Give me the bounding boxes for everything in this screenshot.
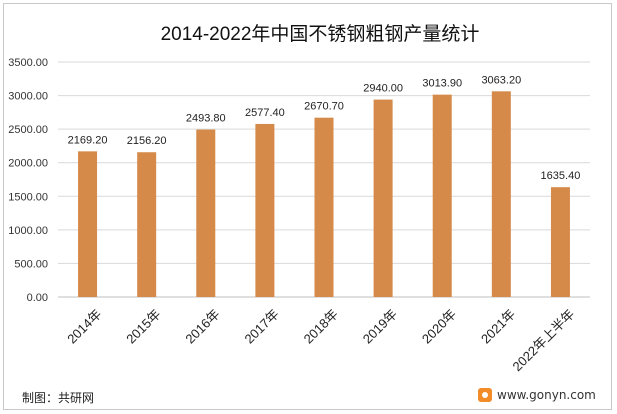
x-tick-label: 2022年上半年 [510, 306, 578, 374]
y-tick-label: 1000.00 [8, 225, 48, 237]
y-tick-label: 1500.00 [8, 191, 48, 203]
x-tick-label: 2019年 [360, 306, 400, 346]
bar [255, 123, 275, 297]
x-tick-label: 2021年 [478, 306, 518, 346]
y-tick-label: 2000.00 [8, 158, 48, 170]
bar [78, 151, 98, 297]
x-tick-label: 2020年 [419, 306, 459, 346]
chart-title: 2014-2022年中国不锈钢粗钢产量统计 [161, 23, 480, 45]
y-tick-label: 500.00 [14, 258, 48, 270]
source-credit: 制图：共研网 [22, 391, 95, 405]
data-label: 2156.20 [127, 135, 167, 147]
data-label: 2577.40 [245, 107, 285, 119]
bar [491, 91, 511, 297]
x-tick-label: 2015年 [123, 306, 163, 346]
website-text: www.gonyn.com [497, 388, 596, 402]
x-tick-label: 2016年 [182, 306, 222, 346]
x-tick-label: 2017年 [242, 306, 282, 346]
bar [196, 129, 216, 297]
bar [314, 117, 334, 297]
data-label: 3013.90 [422, 78, 462, 90]
data-label: 2940.00 [363, 83, 403, 95]
data-label: 3063.20 [481, 74, 521, 86]
x-tick-label: 2014年 [64, 306, 104, 346]
bar [373, 99, 393, 297]
y-tick-label: 3500.00 [8, 57, 48, 69]
y-tick-label: 3000.00 [8, 91, 48, 103]
data-label: 1635.40 [541, 170, 581, 182]
y-tick-label: 0.00 [27, 292, 48, 304]
data-label: 2670.70 [304, 101, 344, 113]
data-label: 2493.80 [186, 113, 226, 125]
bar [550, 187, 570, 297]
website-watermark: www.gonyn.com [478, 388, 596, 402]
bar [137, 152, 157, 297]
bar [432, 94, 452, 297]
x-tick-label: 2018年 [301, 306, 341, 346]
gonyn-logo-icon [478, 388, 492, 402]
y-tick-label: 2500.00 [8, 124, 48, 136]
data-label: 2169.20 [68, 134, 108, 146]
